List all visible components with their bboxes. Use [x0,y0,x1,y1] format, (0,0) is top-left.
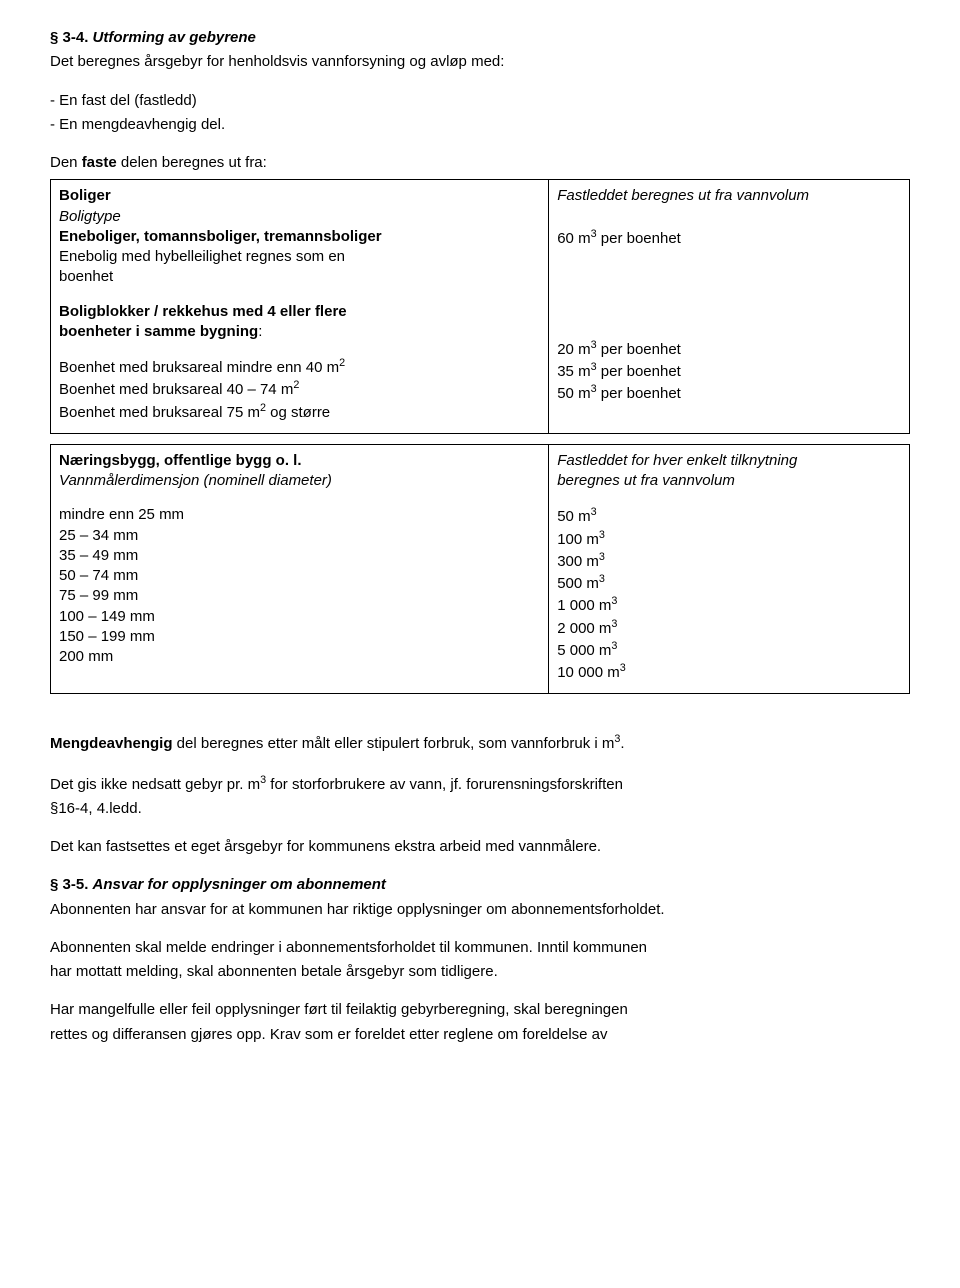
fastledd-vannvolum: Fastleddet beregnes ut fra vannvolum [557,186,901,206]
blokk-header-2: boenheter i samme bygning: [59,322,540,342]
bullet-fastledd: - En fast del (fastledd) [50,91,910,111]
enebolig-hybel-1: Enebolig med hybelleilighet regnes som e… [59,247,540,267]
val-50: 50 m3 per boenhet [557,382,901,404]
dim-35-49: 35 – 49 mm [59,546,540,566]
dim-200: 200 mm [59,647,540,667]
table-boliger: Boliger Boligtype Eneboliger, tomannsbol… [50,179,910,434]
naerings-label: Næringsbygg, offentlige bygg o. l. [59,451,540,471]
table2-left-cell: Næringsbygg, offentlige bygg o. l. Vannm… [51,444,549,694]
dim-100-149: 100 – 149 mm [59,607,540,627]
eneboliger-line: Eneboliger, tomannsboliger, tremannsboli… [59,227,540,247]
nedsatt-line-1: Det gis ikke nedsatt gebyr pr. m3 for st… [50,773,910,795]
dim-75-99: 75 – 99 mm [59,586,540,606]
dim-25-34: 25 – 34 mm [59,526,540,546]
table1-right-cell: Fastleddet beregnes ut fra vannvolum 60 … [549,180,910,434]
section-3-5-p3a: Har mangelfulle eller feil opplysninger … [50,1000,910,1020]
table2-right-cell: Fastleddet for hver enkelt tilknytning b… [549,444,910,694]
mengde-line: Mengdeavhengig del beregnes etter målt e… [50,732,910,754]
section-3-5-heading: § 3-5. Ansvar for opplysninger om abonne… [50,875,910,895]
vannmaler-label: Vannmålerdimensjon (nominell diameter) [59,471,540,491]
boliger-label: Boliger [59,186,540,206]
ba-40-74: Boenhet med bruksareal 40 – 74 m2 [59,378,540,400]
table-naeringsbygg: Næringsbygg, offentlige bygg o. l. Vannm… [50,444,910,695]
enebolig-hybel-2: boenhet [59,267,540,287]
section-3-5-p3b: rettes og differansen gjøres opp. Krav s… [50,1025,910,1045]
fastsettes-line: Det kan fastsettes et eget årsgebyr for … [50,837,910,857]
vol-100: 100 m3 [557,528,901,550]
vol-500: 500 m3 [557,572,901,594]
section-3-4-heading: § 3-4. Utforming av gebyrene [50,28,910,48]
fastledd-tilknytning-1: Fastleddet for hver enkelt tilknytning [557,451,901,471]
dim-150-199: 150 – 199 mm [59,627,540,647]
val-20: 20 m3 per boenhet [557,338,901,360]
faste-line: Den faste delen beregnes ut fra: [50,153,910,173]
vol-5000: 5 000 m3 [557,639,901,661]
faste-pre: Den [50,154,82,171]
ba-40: Boenhet med bruksareal mindre enn 40 m2 [59,356,540,378]
section-3-5-p2b: har mottatt melding, skal abonnenten bet… [50,962,910,982]
dim-25: mindre enn 25 mm [59,505,540,525]
section-3-5-title: Ansvar for opplysninger om abonnement [93,876,386,893]
val-60: 60 m3 per boenhet [557,227,901,249]
nedsatt-line-2: §16-4, 4.ledd. [50,799,910,819]
section-3-4-num: § 3-4. [50,29,88,46]
section-3-5-p1: Abonnenten har ansvar for at kommunen ha… [50,900,910,920]
ba-75: Boenhet med bruksareal 75 m2 og større [59,401,540,423]
boligtype-label: Boligtype [59,207,540,227]
faste-bold: faste [82,154,117,171]
section-3-4-title: Utforming av gebyrene [93,29,256,46]
section-3-4-intro: Det beregnes årsgebyr for henholdsvis va… [50,52,910,72]
vol-2000: 2 000 m3 [557,617,901,639]
fastledd-tilknytning-2: beregnes ut fra vannvolum [557,471,901,491]
section-3-5-num: § 3-5. [50,876,88,893]
vol-1000: 1 000 m3 [557,594,901,616]
vol-10000: 10 000 m3 [557,661,901,683]
table1-left-cell: Boliger Boligtype Eneboliger, tomannsbol… [51,180,549,434]
vol-300: 300 m3 [557,550,901,572]
dim-50-74: 50 – 74 mm [59,566,540,586]
vol-50: 50 m3 [557,505,901,527]
section-3-5-p2a: Abonnenten skal melde endringer i abonne… [50,938,910,958]
bullet-mengde: - En mengdeavhengig del. [50,115,910,135]
faste-post: delen beregnes ut fra: [117,154,267,171]
blokk-header-1: Boligblokker / rekkehus med 4 eller fler… [59,302,540,322]
val-35: 35 m3 per boenhet [557,360,901,382]
